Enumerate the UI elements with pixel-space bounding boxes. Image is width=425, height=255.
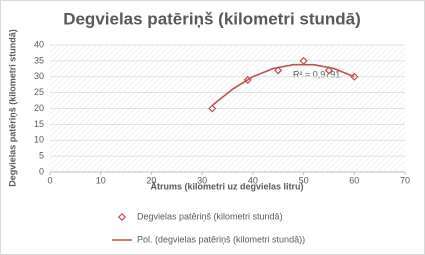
x-tick-label: 30 bbox=[197, 175, 207, 185]
y-tick-label: 30 bbox=[34, 71, 44, 81]
x-tick-label: 10 bbox=[96, 175, 106, 185]
x-tick-label: 60 bbox=[349, 175, 359, 185]
legend-label: Degvielas patēriņš (kilometri stundā) bbox=[137, 211, 283, 221]
trendline bbox=[211, 63, 355, 106]
y-tick-label: 40 bbox=[34, 39, 44, 49]
legend-swatch bbox=[117, 212, 127, 222]
y-axis-label: Degvielas patēriņš (kilometri stundā) bbox=[7, 29, 17, 187]
y-tick-label: 5 bbox=[39, 151, 44, 161]
y-tick-label: 15 bbox=[34, 119, 44, 129]
y-tick-label: 35 bbox=[34, 55, 44, 65]
x-tick-label: 20 bbox=[146, 175, 156, 185]
x-tick-label: 70 bbox=[400, 175, 410, 185]
x-tick-label: 50 bbox=[299, 175, 309, 185]
y-tick-label: 20 bbox=[34, 103, 44, 113]
y-tick-label: 0 bbox=[39, 166, 44, 176]
x-axis-label: Ātrums (kilometri uz degvielas litru) bbox=[150, 181, 303, 191]
data-point bbox=[324, 66, 333, 75]
y-tick-label: 25 bbox=[34, 87, 44, 97]
x-tick-label: 0 bbox=[47, 175, 52, 185]
legend-label: Pol. (degvielas patēriņš (kilometri stun… bbox=[137, 234, 305, 244]
x-tick-label: 40 bbox=[248, 175, 258, 185]
chart-title: Degvielas patēriņš (kilometri stundā) bbox=[63, 9, 361, 28]
annotation: R² = 0,9791 bbox=[293, 69, 340, 79]
data-point bbox=[274, 66, 283, 75]
data-point bbox=[208, 104, 217, 113]
y-tick-label: 10 bbox=[34, 135, 44, 145]
